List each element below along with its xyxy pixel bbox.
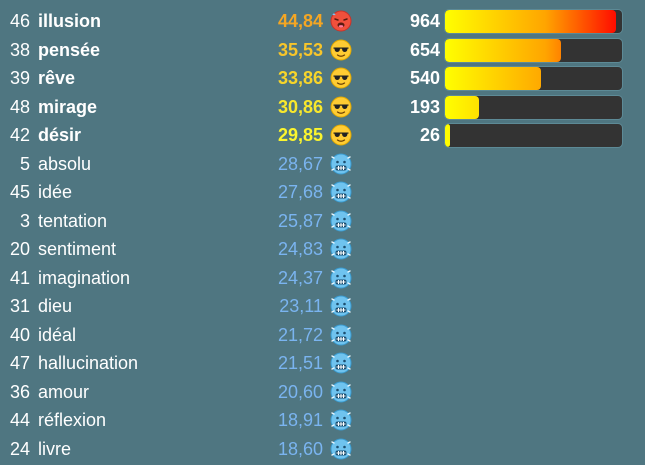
guess-row: 31 dieu 23,11 xyxy=(0,292,645,320)
guess-score: 18,91 xyxy=(277,410,323,430)
guess-word: amour xyxy=(38,381,90,402)
proximity-bar-fill xyxy=(445,124,450,147)
guess-word: mirage xyxy=(38,96,98,117)
guess-word: absolu xyxy=(38,153,92,174)
cold-face-icon xyxy=(330,295,352,317)
cold-face-icon xyxy=(330,352,352,374)
guess-score: 44,84 xyxy=(277,11,323,31)
sunglasses-face-icon xyxy=(330,39,352,61)
guess-proximity-count: 193 xyxy=(409,96,440,117)
guess-rank: 38 xyxy=(9,39,30,60)
guess-score: 24,83 xyxy=(277,239,323,259)
guess-score: 18,60 xyxy=(277,438,323,459)
guess-word: rêve xyxy=(38,68,76,88)
guess-rank: 20 xyxy=(9,239,30,259)
cold-face-icon xyxy=(330,210,352,232)
guess-row: 41 imagination 24,37 xyxy=(0,264,645,292)
guess-word: sentiment xyxy=(38,239,117,259)
guess-score: 28,67 xyxy=(277,153,323,174)
guess-row: 36 amour 20,60 xyxy=(0,378,645,406)
proximity-bar xyxy=(445,67,622,90)
guess-proximity-count: 964 xyxy=(409,11,440,31)
guess-row: 46 illusion 44,84 964 xyxy=(0,7,645,35)
guess-rank: 31 xyxy=(9,296,30,316)
proximity-bar-fill xyxy=(445,67,541,90)
cold-face-icon xyxy=(330,181,352,203)
guess-rank: 42 xyxy=(9,125,30,145)
guess-rank: 45 xyxy=(9,182,30,202)
guess-row: 38 pensée 35,53 654 xyxy=(0,36,645,64)
guess-word: livre xyxy=(38,438,72,459)
cold-face-icon xyxy=(330,438,352,460)
cold-face-icon xyxy=(330,153,352,175)
guess-rank: 24 xyxy=(9,438,30,459)
guess-score: 30,86 xyxy=(277,96,323,117)
guess-row: 47 hallucination 21,51 xyxy=(0,349,645,377)
guess-proximity-count: 26 xyxy=(419,125,440,145)
guess-row: 42 désir 29,85 26 xyxy=(0,121,645,149)
guess-row: 24 livre 18,60 xyxy=(0,435,645,463)
proximity-bar-fill xyxy=(445,10,616,33)
proximity-bar xyxy=(445,95,622,119)
guess-rank: 5 xyxy=(19,153,30,174)
guess-word: idée xyxy=(38,182,73,202)
guess-word: hallucination xyxy=(38,353,139,373)
guess-proximity-count: 540 xyxy=(409,68,440,88)
guess-rank: 40 xyxy=(9,324,30,345)
guess-rank: 36 xyxy=(9,381,30,402)
proximity-bar xyxy=(445,124,622,147)
cold-face-icon xyxy=(330,267,352,289)
guess-rank: 44 xyxy=(9,410,30,430)
guess-rank: 48 xyxy=(9,96,30,117)
guess-score: 25,87 xyxy=(277,210,323,231)
guess-row: 48 mirage 30,86 193 xyxy=(0,93,645,121)
guess-proximity-count: 654 xyxy=(409,39,440,60)
guess-word: imagination xyxy=(38,267,131,288)
cold-face-icon xyxy=(330,409,352,431)
sunglasses-face-icon xyxy=(330,67,352,89)
guess-score: 23,11 xyxy=(279,296,323,316)
guess-score: 21,51 xyxy=(277,353,323,373)
proximity-bar-fill xyxy=(445,95,480,119)
guess-word: pensée xyxy=(38,39,101,60)
guess-word: réflexion xyxy=(38,410,107,430)
hot-face-icon xyxy=(330,10,352,32)
guess-row: 39 rêve 33,86 540 xyxy=(0,64,645,92)
guess-score: 20,60 xyxy=(277,381,323,402)
guess-row: 44 réflexion 18,91 xyxy=(0,406,645,434)
guess-rank: 47 xyxy=(9,353,30,373)
sunglasses-face-icon xyxy=(330,124,352,146)
guess-score: 35,53 xyxy=(277,39,323,60)
guess-word: désir xyxy=(38,125,82,145)
guess-word: dieu xyxy=(38,296,73,316)
guess-word: illusion xyxy=(38,11,101,31)
guess-row: 5 absolu 28,67 xyxy=(0,150,645,178)
guess-score: 21,72 xyxy=(277,324,323,345)
guess-row: 45 idée 27,68 xyxy=(0,178,645,206)
cold-face-icon xyxy=(330,381,352,403)
sunglasses-face-icon xyxy=(330,96,352,118)
guess-row: 20 sentiment 24,83 xyxy=(0,235,645,263)
proximity-bar xyxy=(445,38,622,62)
guess-row: 40 idéal 21,72 xyxy=(0,321,645,349)
guess-rank: 46 xyxy=(9,11,30,31)
guess-rank: 39 xyxy=(9,68,30,88)
guess-word: idéal xyxy=(38,324,77,345)
guess-row: 3 tentation 25,87 xyxy=(0,207,645,235)
proximity-bar xyxy=(445,10,622,33)
guess-score: 33,86 xyxy=(277,68,323,88)
guess-score: 24,37 xyxy=(277,267,323,288)
cold-face-icon xyxy=(330,324,352,346)
guess-rank: 3 xyxy=(19,210,30,231)
cold-face-icon xyxy=(330,238,352,260)
guess-rank: 41 xyxy=(9,267,30,288)
proximity-bar-fill xyxy=(445,38,561,62)
guess-word: tentation xyxy=(38,210,108,231)
guess-score: 27,68 xyxy=(277,182,323,202)
guess-score: 29,85 xyxy=(277,125,323,145)
